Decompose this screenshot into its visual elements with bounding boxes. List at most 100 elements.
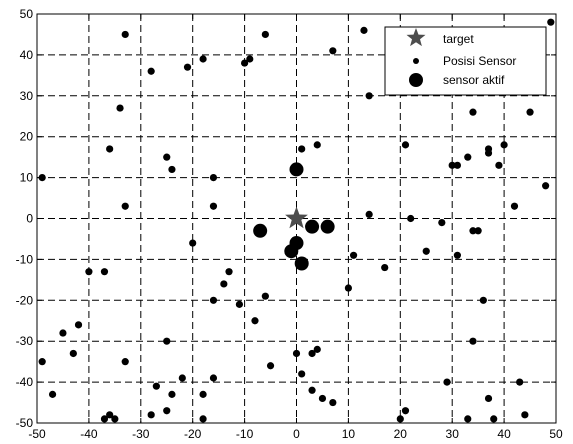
- legend-item-sensor-aktif: sensor aktif: [409, 73, 505, 87]
- sensor-position-point: [360, 26, 368, 34]
- active-sensor-point: [320, 219, 335, 234]
- legend-label-sensor-aktif: sensor aktif: [443, 73, 505, 87]
- sensor-position-point: [199, 55, 207, 63]
- sensor-position-point: [168, 390, 176, 398]
- sensor-position-point: [469, 108, 477, 116]
- sensor-position-point: [365, 92, 373, 100]
- sensor-position-point: [225, 268, 233, 276]
- legend-item-target: target: [406, 28, 474, 47]
- sensor-position-point: [178, 374, 186, 382]
- sensor-position-point: [401, 141, 410, 149]
- sensor-position-point: [474, 227, 482, 235]
- sensor-position-point: [313, 345, 321, 353]
- sensor-position-point: [163, 407, 171, 415]
- sensor-position-point: [438, 218, 446, 227]
- y-tick-label: 10: [20, 171, 34, 185]
- sensor-position-point: [495, 161, 503, 169]
- sensor-position-point: [85, 268, 93, 276]
- sensor-position-point: [48, 390, 57, 398]
- sensor-position-point: [121, 30, 129, 39]
- x-tick-label: -20: [184, 427, 202, 441]
- sensor-position-point: [199, 415, 207, 423]
- sensor-position-point: [209, 296, 218, 304]
- sensor-position-point: [448, 161, 456, 169]
- sensor-position-point: [121, 358, 129, 366]
- sensor-position-point: [106, 411, 114, 419]
- sensor-position-point: [516, 378, 524, 386]
- sensor-position-point: [547, 18, 555, 26]
- y-tick-label: 40: [20, 48, 34, 62]
- sensor-position-point: [365, 210, 373, 219]
- sensor-position-point: [147, 67, 155, 75]
- x-tick-label: 0: [293, 427, 300, 441]
- sensor-position-point: [349, 251, 358, 259]
- sensor-position-point: [74, 321, 83, 329]
- sensor-position-point: [241, 59, 249, 67]
- legend: target Posisi Sensor sensor aktif: [384, 26, 547, 96]
- sensor-position-point: [261, 30, 269, 39]
- sensor-position-point: [199, 390, 207, 398]
- active-sensor-point: [305, 219, 320, 234]
- sensor-position-point: [38, 174, 46, 182]
- sensor-position-point: [168, 165, 176, 174]
- active-sensor-point: [253, 223, 268, 238]
- sensor-position-point: [246, 55, 254, 63]
- active-sensor-point: [294, 256, 309, 271]
- y-tick-label: -40: [16, 375, 34, 389]
- sensor-position-point: [329, 47, 337, 55]
- x-tick-label: -40: [80, 427, 98, 441]
- sensor-position-point: [521, 411, 529, 419]
- y-tick-label: -30: [16, 334, 34, 348]
- x-tick-label: 50: [549, 427, 563, 441]
- sensor-position-point: [261, 292, 269, 300]
- plot-area-border: [36, 13, 557, 424]
- sensor-position-point: [407, 214, 415, 223]
- sensor-position-point: [500, 141, 508, 149]
- y-tick-label: -50: [16, 416, 34, 430]
- y-tick-label: 20: [20, 130, 34, 144]
- sensor-position-point: [38, 358, 46, 366]
- sensor-position-point: [235, 300, 244, 308]
- x-tick-label: 10: [342, 427, 356, 441]
- sensor-position-point: [479, 296, 487, 304]
- data-points: [38, 18, 555, 423]
- x-tick-label: -50: [28, 427, 46, 441]
- sensor-position-point: [313, 141, 321, 149]
- legend-small-dot-marker: [413, 58, 419, 64]
- sensor-position-point: [453, 161, 461, 169]
- sensor-position-point: [484, 394, 493, 403]
- sensor-position-point: [152, 382, 160, 390]
- sensor-position-point: [147, 411, 155, 419]
- sensor-position-point: [453, 251, 461, 259]
- legend-label-posisi-sensor: Posisi Sensor: [443, 54, 516, 68]
- x-tick-label: 30: [446, 427, 460, 441]
- axis-ticks: -50 -40 -30 -20 -10 0 10 20 30 40 50 -50 -40 -30 -20 -1…: [16, 7, 563, 441]
- sensor-position-point: [292, 349, 301, 358]
- x-tick-label: 20: [394, 427, 408, 441]
- sensor-position-point: [298, 370, 306, 378]
- legend-star-marker: [406, 28, 426, 47]
- sensor-position-point: [510, 202, 519, 210]
- sensor-position-point: [266, 362, 275, 370]
- legend-item-posisi-sensor: Posisi Sensor: [413, 54, 516, 68]
- sensor-position-point: [59, 329, 67, 337]
- sensor-position-point: [443, 378, 451, 386]
- sensor-position-point: [401, 407, 410, 415]
- sensor-position-point: [100, 268, 109, 276]
- sensor-position-point: [484, 145, 493, 153]
- sensor-position-point: [490, 415, 498, 423]
- sensor-position-point: [121, 202, 129, 210]
- sensor-position-point: [220, 280, 228, 288]
- legend-label-target: target: [443, 32, 474, 46]
- sensor-position-point: [183, 63, 192, 71]
- target-star-point: [285, 206, 308, 229]
- sensor-position-point: [329, 398, 337, 407]
- sensor-position-point: [464, 153, 472, 161]
- y-tick-label: 0: [26, 212, 33, 226]
- sensor-position-point: [163, 337, 171, 345]
- sensor-position-point: [344, 284, 352, 292]
- sensor-position-point: [209, 202, 218, 210]
- sensor-position-point: [116, 104, 124, 112]
- y-tick-label: -10: [16, 252, 34, 266]
